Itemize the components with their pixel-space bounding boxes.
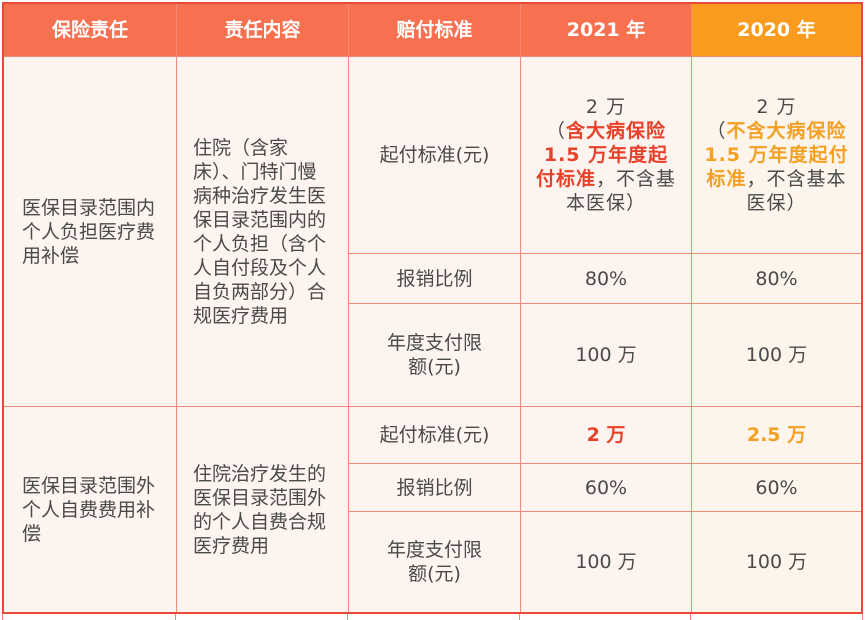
- value-2020-cell: 2.5 万: [692, 407, 861, 464]
- standard-cell: 年度支付限额(元): [349, 512, 521, 612]
- table-continuation-line: [690, 614, 691, 620]
- standard-cell: 报销比例: [349, 464, 521, 512]
- paren: （: [545, 120, 566, 142]
- standard-cell: 起付标准(元): [349, 407, 521, 464]
- value-2021-cell: 100 万: [521, 512, 692, 612]
- highlight-text: 不含大病保险 1.5 万年度起付标准: [704, 120, 849, 190]
- table-continuation-line: [862, 614, 863, 620]
- header-2020: 2020 年: [692, 4, 861, 57]
- value-2020-cell: 2 万 （不含大病保险 1.5 万年度起付标准，不含基本医保）: [692, 57, 861, 254]
- standard-cell: 报销比例: [349, 254, 521, 304]
- content-cell: 住院治疗发生的医保目录范围外的个人自费合规医疗费用: [177, 407, 349, 612]
- table-continuation-line: [175, 614, 176, 620]
- note-text: ，不含基本医保）: [565, 168, 677, 214]
- value-amount: 2 万: [756, 96, 797, 118]
- header-standard: 赔付标准: [349, 4, 521, 57]
- table-continuation-line: [2, 614, 3, 620]
- value-2021-cell: 2 万 （含大病保险 1.5 万年度起付标准，不含基本医保）: [521, 57, 692, 254]
- value-amount: 2 万: [585, 96, 627, 118]
- responsibility-cell: 医保目录范围内个人负担医疗费用补偿: [4, 57, 177, 407]
- highlight-text: 含大病保险 1.5 万年度起付标准: [535, 120, 669, 190]
- content-cell: 住院（含家床）、门特门慢病种治疗发生医保目录范围内的个人负担（含个人自付段及个人…: [177, 57, 349, 407]
- standard-cell: 起付标准(元): [349, 57, 521, 254]
- responsibility-cell: 医保目录范围外个人自费费用补偿: [4, 407, 177, 612]
- header-responsibility: 保险责任: [4, 4, 177, 57]
- value-2021-cell: 60%: [521, 464, 692, 512]
- table-continuation-line: [519, 614, 520, 620]
- value-2020-cell: 100 万: [692, 304, 861, 407]
- paren: （: [706, 120, 727, 142]
- value-2020-cell: 100 万: [692, 512, 861, 612]
- value-2021-cell: 100 万: [521, 304, 692, 407]
- value-2020-cell: 80%: [692, 254, 861, 304]
- value-2020-cell: 60%: [692, 464, 861, 512]
- note-text: ，不含基本医保）: [746, 168, 847, 214]
- value-2021-cell: 80%: [521, 254, 692, 304]
- standard-cell: 年度支付限额(元): [349, 304, 521, 407]
- value-2021-cell: 2 万: [521, 407, 692, 464]
- header-content: 责任内容: [177, 4, 349, 57]
- table-continuation-line: [347, 614, 348, 620]
- header-2021: 2021 年: [521, 4, 692, 57]
